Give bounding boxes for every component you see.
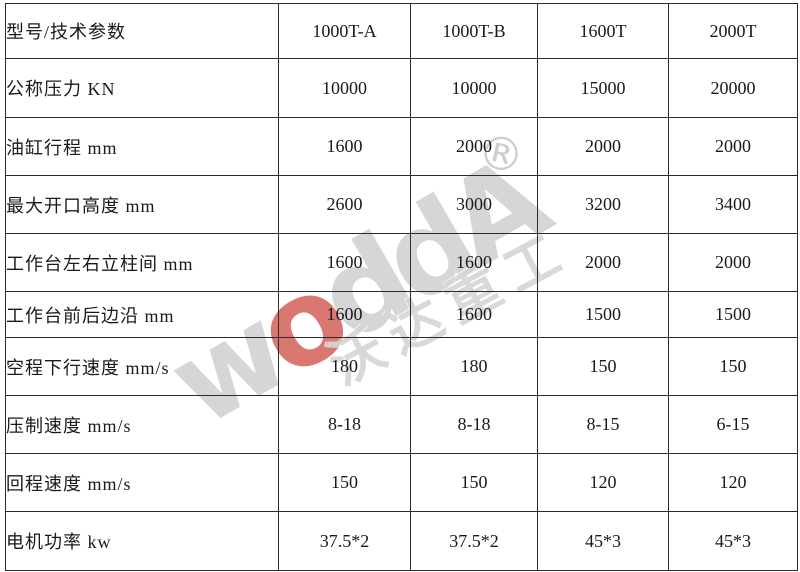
value-cell: 10000 [410, 58, 538, 118]
value-cell: 3400 [668, 175, 798, 234]
header-model-cell: 1000T-A [278, 3, 411, 59]
param-label-cell: 油缸行程 mm [5, 117, 279, 176]
param-label-cell: 工作台前后边沿 mm [5, 291, 279, 338]
value-cell: 1600 [410, 291, 538, 338]
value-cell: 8-18 [278, 395, 411, 454]
table-row: 空程下行速度 mm/s 180 180 150 150 [5, 337, 798, 396]
table-header-row: 型号/技术参数 1000T-A 1000T-B 1600T 2000T [5, 3, 798, 59]
table-row: 工作台左右立柱间 mm 1600 1600 2000 2000 [5, 233, 798, 292]
value-cell: 3200 [537, 175, 669, 234]
table-row: 油缸行程 mm 1600 2000 2000 2000 [5, 117, 798, 176]
header-param-cell: 型号/技术参数 [5, 3, 279, 59]
header-model-cell: 2000T [668, 3, 798, 59]
value-cell: 2000 [537, 117, 669, 176]
table-row: 回程速度 mm/s 150 150 120 120 [5, 453, 798, 512]
value-cell: 1600 [278, 117, 411, 176]
value-cell: 37.5*2 [410, 511, 538, 571]
param-label-cell: 工作台左右立柱间 mm [5, 233, 279, 292]
header-model-cell: 1000T-B [410, 3, 538, 59]
value-cell: 3000 [410, 175, 538, 234]
value-cell: 8-18 [410, 395, 538, 454]
value-cell: 37.5*2 [278, 511, 411, 571]
value-cell: 180 [410, 337, 538, 396]
param-label-cell: 电机功率 kw [5, 511, 279, 571]
value-cell: 6-15 [668, 395, 798, 454]
value-cell: 150 [668, 337, 798, 396]
value-cell: 2000 [668, 117, 798, 176]
param-label-cell: 空程下行速度 mm/s [5, 337, 279, 396]
param-label-cell: 压制速度 mm/s [5, 395, 279, 454]
value-cell: 45*3 [668, 511, 798, 571]
table-row: 电机功率 kw 37.5*2 37.5*2 45*3 45*3 [5, 511, 798, 571]
value-cell: 1500 [668, 291, 798, 338]
table-row: 压制速度 mm/s 8-18 8-18 8-15 6-15 [5, 395, 798, 454]
value-cell: 1500 [537, 291, 669, 338]
value-cell: 150 [278, 453, 411, 512]
value-cell: 45*3 [537, 511, 669, 571]
value-cell: 2000 [537, 233, 669, 292]
value-cell: 2000 [410, 117, 538, 176]
value-cell: 120 [537, 453, 669, 512]
value-cell: 15000 [537, 58, 669, 118]
value-cell: 150 [537, 337, 669, 396]
spec-table: 型号/技术参数 1000T-A 1000T-B 1600T 2000T 公称压力… [5, 3, 798, 571]
param-label-cell: 公称压力 KN [5, 58, 279, 118]
value-cell: 2000 [668, 233, 798, 292]
value-cell: 2600 [278, 175, 411, 234]
value-cell: 10000 [278, 58, 411, 118]
value-cell: 150 [410, 453, 538, 512]
value-cell: 1600 [278, 233, 411, 292]
value-cell: 120 [668, 453, 798, 512]
table-row: 最大开口高度 mm 2600 3000 3200 3400 [5, 175, 798, 234]
spec-sheet-page: w o d d A 沃达重工 ® 型号/技术参数 1000T-A 1000T-B… [0, 3, 800, 572]
table-row: 公称压力 KN 10000 10000 15000 20000 [5, 58, 798, 118]
value-cell: 8-15 [537, 395, 669, 454]
param-label-cell: 最大开口高度 mm [5, 175, 279, 234]
param-label-cell: 回程速度 mm/s [5, 453, 279, 512]
value-cell: 1600 [410, 233, 538, 292]
value-cell: 180 [278, 337, 411, 396]
header-model-cell: 1600T [537, 3, 669, 59]
value-cell: 20000 [668, 58, 798, 118]
value-cell: 1600 [278, 291, 411, 338]
table-row: 工作台前后边沿 mm 1600 1600 1500 1500 [5, 291, 798, 338]
